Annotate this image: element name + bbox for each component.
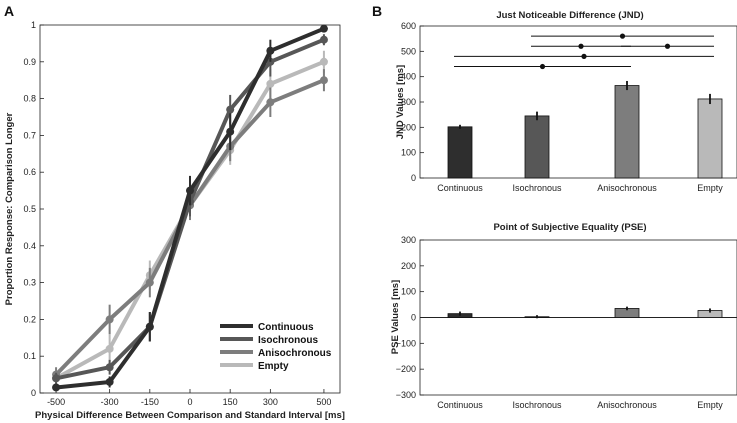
panel-a-x-tick-label: -500 [47,397,65,407]
jnd-bars [447,80,723,179]
panel-a-y-tick-label: 0.5 [23,204,36,214]
b2-y-tick-label: −300 [396,390,416,400]
b1-y-tick-label: 200 [401,122,416,132]
b1-bar-empty [697,98,723,179]
data-point [266,57,275,66]
panel-a-y-tick-label: 0.8 [23,94,36,104]
legend-label-isochronous: Isochronous [258,335,318,346]
panel-a-y-tick-label: 0.7 [23,130,36,140]
panel-a-y-tick-label: 0 [31,388,36,398]
b1-y-tick-label: 400 [401,72,416,82]
data-point [319,35,328,44]
b1-x-tick-label: Isochronous [512,183,562,193]
b1-bar-anisochronous [614,85,640,179]
data-point [145,322,154,331]
b1-x-tick-label: Anisochronous [597,183,657,193]
data-point [145,278,154,287]
b1-significance-dot [539,63,546,70]
legend-label-empty: Empty [258,361,289,372]
panel-a-x-tick-label: -300 [101,397,119,407]
panel-a-y-tick-label: 0.4 [23,241,36,251]
b1-x-tick-label: Empty [697,183,723,193]
jnd-x-tick-labels: Continuous Isochronous Anisochronous Empty [437,183,723,193]
b2-x-tick-label: Continuous [437,400,483,410]
panel-a-y-tick-label: 0.9 [23,57,36,67]
data-point [319,76,328,85]
data-point [266,46,275,55]
panel-a-y-tick-label: 0.2 [23,314,36,324]
panel-a-x-ticks: -500 -300 -150 0 150 300 500 [47,389,331,407]
data-point [266,98,275,107]
b2-y-tick-label: 100 [401,287,416,297]
b1-y-tick-label: 0 [411,173,416,183]
panel-a-x-axis-label: Physical Difference Between Comparison a… [35,410,345,421]
b1-y-tick-label: 600 [401,21,416,31]
panel-a-legend: Continuous Isochronous Anisochronous Empty [220,322,332,372]
b1-x-tick-label: Continuous [437,183,483,193]
pse-y-axis-label: PSE Values [ms] [390,280,401,354]
panel-a-x-tick-label: 150 [223,397,238,407]
b1-bar-continuous [447,126,473,179]
b2-y-tick-label: −200 [396,364,416,374]
b1-y-tick-label: 300 [401,97,416,107]
panel-a-y-axis-label: Proportion Response: Comparison Longer [4,112,15,305]
data-point [52,374,61,383]
panel-a-y-tick-label: 0.6 [23,167,36,177]
panel-a-x-tick-label: 500 [316,397,331,407]
b1-significance-dot [664,43,671,49]
panel-a: A 0 0.1 0.2 0.3 0.4 0.5 0.6 0.7 0.8 0.9 1 -500 -300… [4,3,345,421]
data-point [105,344,114,353]
panel-b-label: B [372,3,382,19]
b1-significance-dot [619,33,626,39]
b2-x-tick-label: Empty [697,400,723,410]
panel-a-x-tick-label: -150 [141,397,159,407]
b2-y-tick-label: 300 [401,235,416,245]
b1-bar-isochronous [524,115,550,179]
panel-a-y-tick-label: 0.1 [23,351,36,361]
pse-y-ticks: −300 −200 −100 0 100 200 300 [396,235,424,400]
jnd-significance-markers [454,33,714,70]
jnd-title: Just Noticeable Difference (JND) [496,10,643,21]
pse-title: Point of Subjective Equality (PSE) [493,222,646,233]
b2-x-tick-label: Anisochronous [597,400,657,410]
b2-y-tick-label: 200 [401,261,416,271]
panel-b-jnd: B Just Noticeable Difference (JND) JND V… [372,3,737,193]
b2-y-tick-label: −100 [396,338,416,348]
series-continuous [52,24,328,392]
data-point [319,57,328,66]
panel-a-x-tick-label: 0 [187,397,192,407]
panel-a-series [52,24,328,392]
b1-significance-dot [578,43,584,49]
jnd-y-ticks: 0 100 200 300 400 500 600 [401,21,424,183]
data-point [52,383,61,392]
panel-a-y-ticks: 0 0.1 0.2 0.3 0.4 0.5 0.6 0.7 0.8 0.9 1 [23,20,44,398]
data-point [266,79,275,88]
b2-y-tick-label: 0 [411,313,416,323]
panel-b-pse: Point of Subjective Equality (PSE) PSE V… [390,222,737,410]
pse-x-tick-labels: Continuous Isochronous Anisochronous Empty [437,400,723,410]
data-point [105,363,114,372]
b1-y-tick-label: 500 [401,46,416,56]
b2-x-tick-label: Isochronous [512,400,562,410]
panel-a-y-tick-label: 0.3 [23,278,36,288]
data-point [226,127,235,136]
data-point [105,315,114,324]
panel-a-y-tick-label: 1 [31,20,36,30]
legend-label-continuous: Continuous [258,322,314,333]
data-point [226,105,235,114]
data-point [319,24,328,33]
legend-label-anisochronous: Anisochronous [258,348,332,359]
data-point [105,377,114,386]
panel-a-label: A [4,3,14,19]
pse-bars [420,306,737,319]
b1-significance-dot [581,53,587,60]
panel-a-x-tick-label: 300 [263,397,278,407]
b1-y-tick-label: 100 [401,148,416,158]
data-point [186,186,194,195]
jnd-y-axis-label: JND Values [ms] [395,65,406,139]
